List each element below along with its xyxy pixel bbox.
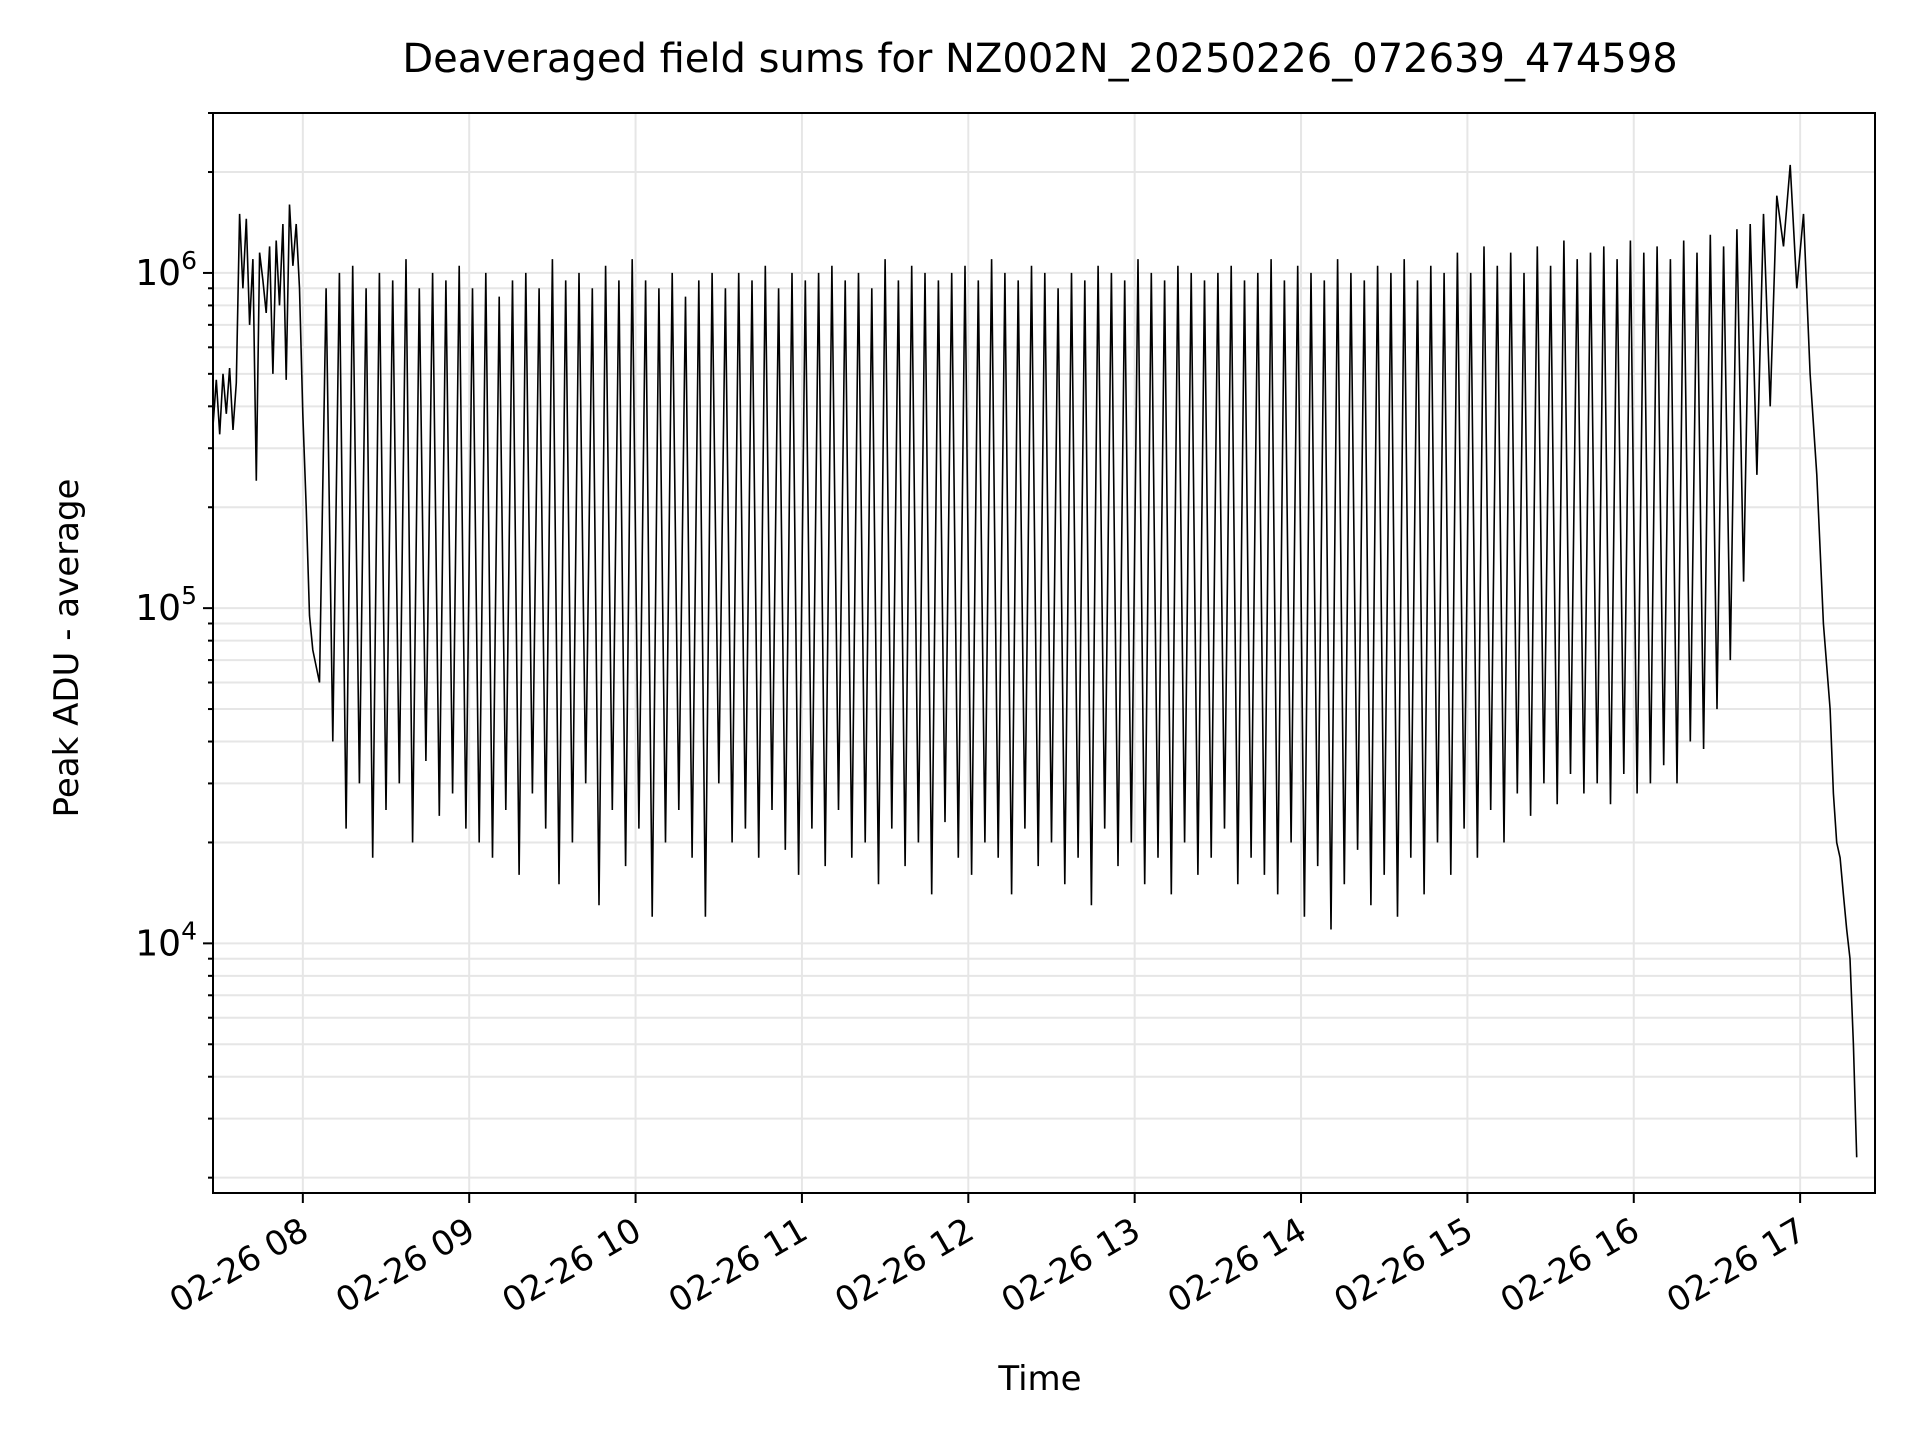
y-tick-label: 105: [135, 581, 197, 629]
plot-frame: [212, 112, 1876, 1194]
x-axis-label: Time: [997, 1359, 1081, 1399]
y-tick-label: 104: [135, 916, 197, 964]
y-tick-label: 106: [135, 246, 197, 294]
data-line: [212, 164, 1858, 1158]
series-line: [212, 164, 1858, 1158]
grid: [213, 112, 1875, 1193]
y-axis-label: Peak ADU - average: [47, 479, 87, 818]
chart-title: Deaveraged field sums for NZ002N_2025022…: [402, 36, 1677, 82]
